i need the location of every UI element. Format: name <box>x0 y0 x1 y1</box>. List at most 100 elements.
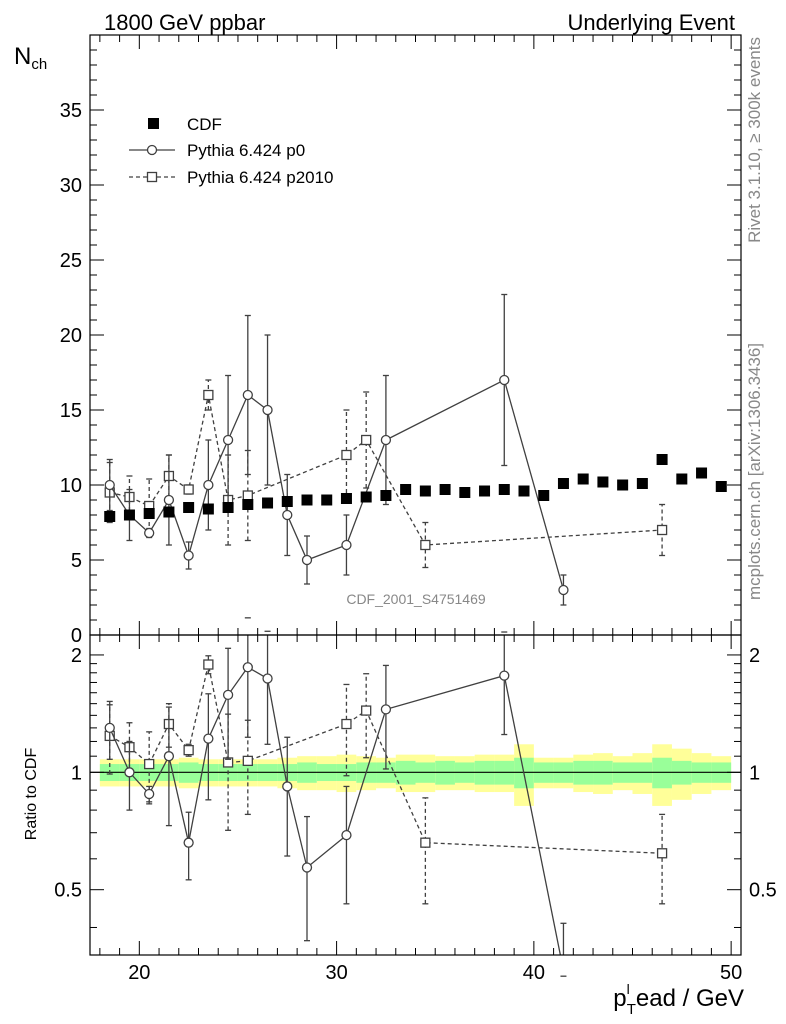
main-y-tick-label: 35 <box>60 100 82 122</box>
x-tick-label: 30 <box>325 962 347 984</box>
ratio-p2010-marker <box>361 705 372 716</box>
main-ylabel-main: N <box>14 43 31 70</box>
cdf-marker <box>360 491 372 503</box>
cdf-marker <box>518 485 530 497</box>
x-tick-label: 40 <box>523 962 545 984</box>
ratio-frame <box>89 634 742 956</box>
ratio-p2010-marker <box>656 848 668 859</box>
p0-marker <box>262 404 273 416</box>
ratio-y-tick-label-right: 1 <box>749 762 760 784</box>
legend-label-p2010: Pythia 6.424 p2010 <box>187 168 334 187</box>
cdf-marker <box>498 484 510 495</box>
cdf-marker <box>538 490 550 501</box>
cdf-marker <box>281 496 293 507</box>
ratio-p0-marker <box>380 704 392 715</box>
ratio-ylabel: Ratio to CDF <box>23 748 40 841</box>
panel-frames: 20 30 40 50 0 5 10 15 20 25 30 35 0.5 0.5 1 1 2 2 <box>54 34 777 984</box>
cdf-marker <box>123 509 135 521</box>
p0-marker <box>203 479 214 491</box>
cdf-marker <box>479 485 491 497</box>
p0-line <box>109 379 565 591</box>
ratio-p0-marker <box>163 751 175 762</box>
x-axis-label-sub: T <box>627 1001 636 1018</box>
x-tick-label: 50 <box>720 962 742 984</box>
cdf-marker <box>577 473 589 485</box>
legend-label-p0: Pythia 6.424 p0 <box>187 141 305 160</box>
cdf-marker <box>597 476 609 488</box>
main-y-tick-label: 25 <box>60 250 82 272</box>
ratio-p0-marker <box>282 781 293 792</box>
ratio-p0-marker <box>341 830 352 841</box>
main-ylabel: Nch <box>14 43 47 73</box>
cdf-marker <box>222 502 234 513</box>
cdf-marker <box>340 493 352 504</box>
main-y-tick-label: 5 <box>71 550 82 572</box>
main-y-tick-label: 30 <box>60 175 82 197</box>
main-y-tick-label: 10 <box>60 475 82 497</box>
cdf-marker <box>380 490 392 501</box>
ratio-p0-marker <box>144 788 155 800</box>
ratio-p2010-marker <box>341 718 352 730</box>
cdf-marker <box>696 467 708 479</box>
p0-marker <box>242 389 253 401</box>
p2010-marker <box>656 524 668 536</box>
ratio-p0-marker <box>242 662 253 673</box>
ratio-band-inner <box>652 757 672 789</box>
cdf-marker <box>419 485 431 497</box>
ratio-p0-marker <box>301 862 313 873</box>
p0-marker <box>144 527 155 539</box>
cdf-marker <box>715 481 727 492</box>
x-axis-label-main: p <box>613 985 626 1012</box>
ratio-p0-line <box>109 666 562 955</box>
x-axis-label-rest: ead / GeV <box>636 985 744 1012</box>
watermark: CDF_2001_S4751469 <box>346 591 486 607</box>
rivet-label: Rivet 3.1.10, ≥ 300k events <box>745 37 764 243</box>
cdf-marker <box>400 484 412 495</box>
legend-label-cdf: CDF <box>187 115 222 134</box>
ratio-p0-marker <box>222 689 234 701</box>
p0-marker <box>222 434 234 446</box>
p2010-marker <box>361 434 372 446</box>
cdf-marker <box>459 487 471 498</box>
ratio-y-tick-label-left: 2 <box>71 645 82 667</box>
cdf-marker <box>143 508 155 519</box>
ratio-panel <box>90 617 741 977</box>
ratio-y-tick-label-right: 0.5 <box>749 880 777 902</box>
cdf-marker <box>321 494 333 506</box>
cdf-marker <box>183 502 195 513</box>
header-left: 1800 GeV ppbar <box>104 10 265 35</box>
p0-marker <box>499 374 510 386</box>
legend-marker-p2010 <box>146 171 158 183</box>
legend: CDF Pythia 6.424 p0 Pythia 6.424 p2010 <box>129 115 334 187</box>
legend-marker-cdf <box>148 118 159 129</box>
p2010-marker <box>183 484 194 495</box>
cdf-marker <box>656 454 668 465</box>
header-right: Underlying Event <box>567 10 735 35</box>
x-axis-label-sup: l <box>627 981 630 997</box>
p2010-marker <box>242 490 253 501</box>
mcplots-label: mcplots.cern.ch [arXiv:1306.3436] <box>745 343 764 600</box>
p0-marker <box>380 434 392 446</box>
p2010-marker <box>420 539 431 551</box>
ratio-p2010-marker <box>183 744 194 756</box>
main-ylabel-sub: ch <box>31 56 47 73</box>
p0-marker <box>341 539 352 551</box>
ratio-y-tick-label-left: 0.5 <box>54 880 82 902</box>
p2010-marker <box>341 449 352 461</box>
cdf-marker <box>202 503 214 515</box>
p0-marker <box>183 550 194 561</box>
main-y-tick-label: 15 <box>60 400 82 422</box>
legend-marker-p0 <box>146 144 158 156</box>
ratio-p0-marker <box>124 767 135 778</box>
ratio-p2010-marker <box>420 837 431 848</box>
p0-marker <box>163 494 175 506</box>
cdf-marker <box>242 499 254 510</box>
cdf-marker <box>636 478 648 489</box>
main-y-tick-label: 20 <box>60 325 82 347</box>
ratio-p2010-marker <box>144 758 155 770</box>
main-y-tick-label: 0 <box>71 625 82 647</box>
ratio-p0-marker <box>203 733 214 744</box>
p0-marker <box>301 554 313 566</box>
ratio-y-tick-label-left: 1 <box>71 762 82 784</box>
p0-marker <box>282 509 293 521</box>
